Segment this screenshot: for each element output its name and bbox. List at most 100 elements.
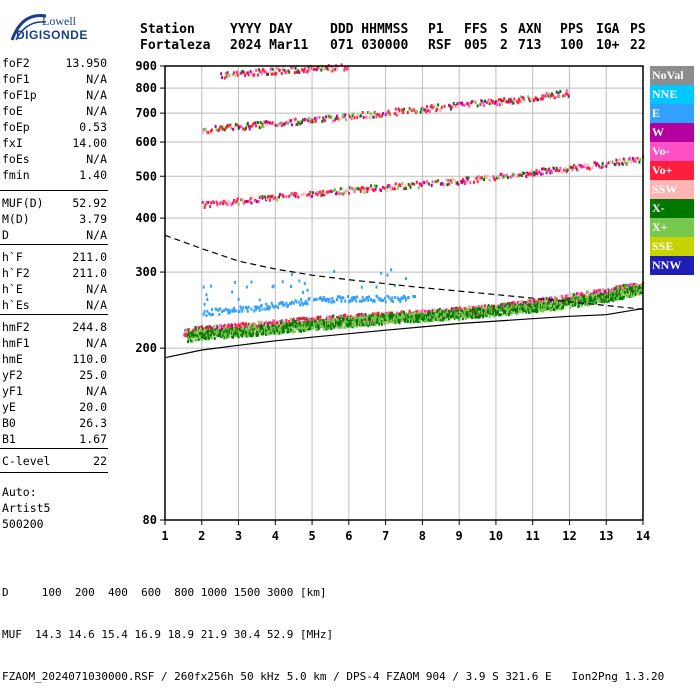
trace-dot xyxy=(626,291,629,295)
trace-dot xyxy=(275,304,278,308)
trace-dot xyxy=(572,165,575,169)
trace-dot xyxy=(464,316,467,320)
trace-dot xyxy=(510,175,513,179)
param-value: N/A xyxy=(86,104,107,118)
trace-dot xyxy=(515,309,518,313)
param-name: yF2 xyxy=(2,368,23,382)
trace-dot xyxy=(233,198,236,202)
trace-dot xyxy=(332,67,335,71)
trace-dot xyxy=(373,314,376,318)
trace-dot xyxy=(311,324,314,328)
trace-dot xyxy=(459,306,462,310)
trace-dot xyxy=(324,327,327,331)
trace-dot xyxy=(564,299,567,303)
trace-dot xyxy=(456,306,459,310)
trace-dot xyxy=(424,311,427,315)
trace-dot xyxy=(598,294,601,298)
trace-dot xyxy=(500,303,503,307)
trace-dot xyxy=(538,170,541,174)
trace-dot xyxy=(205,336,208,340)
trace-dot xyxy=(207,327,210,331)
trace-dot xyxy=(292,193,295,197)
trace-dot xyxy=(549,95,552,99)
trace-dot xyxy=(282,330,285,334)
trace-dot xyxy=(552,297,555,301)
trace-dot xyxy=(380,271,383,275)
param-name: D xyxy=(2,228,9,242)
trace-dot xyxy=(221,127,224,131)
trace-dot xyxy=(273,330,276,334)
trace-dot xyxy=(404,312,407,316)
trace-dot xyxy=(477,175,480,179)
trace-dot xyxy=(352,187,355,191)
trace-dot xyxy=(333,325,336,329)
trace-dot xyxy=(294,66,297,70)
trace-dot xyxy=(540,172,543,176)
trace-dot xyxy=(406,111,409,115)
trace-dot xyxy=(203,205,206,209)
trace-dot xyxy=(233,71,236,75)
trace-dot xyxy=(617,287,620,291)
trace-dot xyxy=(309,190,312,194)
trace-dot xyxy=(381,112,384,116)
trace-dot xyxy=(337,190,340,194)
trace-dot xyxy=(220,127,223,131)
trace-dot xyxy=(379,297,382,301)
trace-dot xyxy=(602,293,605,297)
trace-dot xyxy=(404,296,406,300)
trace-dot xyxy=(281,301,284,305)
trace-dot xyxy=(293,329,296,333)
trace-dot xyxy=(633,157,636,161)
legend-item-ssw: SSW xyxy=(650,180,694,199)
trace-dot xyxy=(498,308,501,312)
trace-dot xyxy=(320,68,323,72)
trace-dot xyxy=(255,68,258,72)
trace-dot xyxy=(588,167,591,171)
trace-dot xyxy=(272,324,275,328)
param-name: hmE xyxy=(2,352,23,366)
trace-dot xyxy=(290,284,293,288)
trace-dot xyxy=(392,299,395,303)
trace-dot xyxy=(245,199,248,203)
trace-dot xyxy=(251,124,254,128)
trace-dot xyxy=(279,325,282,329)
trace-dot xyxy=(450,181,453,185)
trace-dot xyxy=(611,296,614,300)
trace-dot xyxy=(339,296,342,300)
trace-dot xyxy=(384,300,387,304)
trace-dot xyxy=(212,200,215,204)
trace-dot xyxy=(544,167,547,171)
trace-dot xyxy=(372,317,375,321)
trace-dot xyxy=(365,187,368,191)
trace-dot xyxy=(632,159,635,163)
trace-dot xyxy=(524,304,527,308)
trace-dot xyxy=(273,70,276,74)
trace-dot xyxy=(242,306,245,310)
trace-dot xyxy=(237,126,240,130)
trace-dot xyxy=(268,198,271,202)
trace-dot xyxy=(506,173,509,177)
trace-dot xyxy=(267,325,270,329)
trace-dot xyxy=(584,298,587,302)
trace-dot xyxy=(551,297,554,301)
trace-dot xyxy=(479,103,482,107)
trace-dot xyxy=(374,187,377,191)
trace-dot xyxy=(322,325,325,329)
trace-dot xyxy=(502,98,505,102)
trace-dot xyxy=(288,319,291,323)
trace-dot xyxy=(250,307,253,311)
trace-dot xyxy=(413,108,416,112)
trace-dot xyxy=(351,320,354,324)
trace-dot xyxy=(357,112,360,116)
trace-dot xyxy=(347,324,350,328)
trace-dot xyxy=(617,158,620,162)
trace-dot xyxy=(389,113,392,117)
trace-dot xyxy=(319,315,322,319)
trace-dot xyxy=(245,285,248,289)
param-name: fmin xyxy=(2,168,30,182)
trace-dot xyxy=(604,293,607,297)
trace-dot xyxy=(340,192,343,196)
trace-dot xyxy=(443,104,446,108)
trace-dot xyxy=(481,176,484,180)
trace-dot xyxy=(350,117,353,121)
